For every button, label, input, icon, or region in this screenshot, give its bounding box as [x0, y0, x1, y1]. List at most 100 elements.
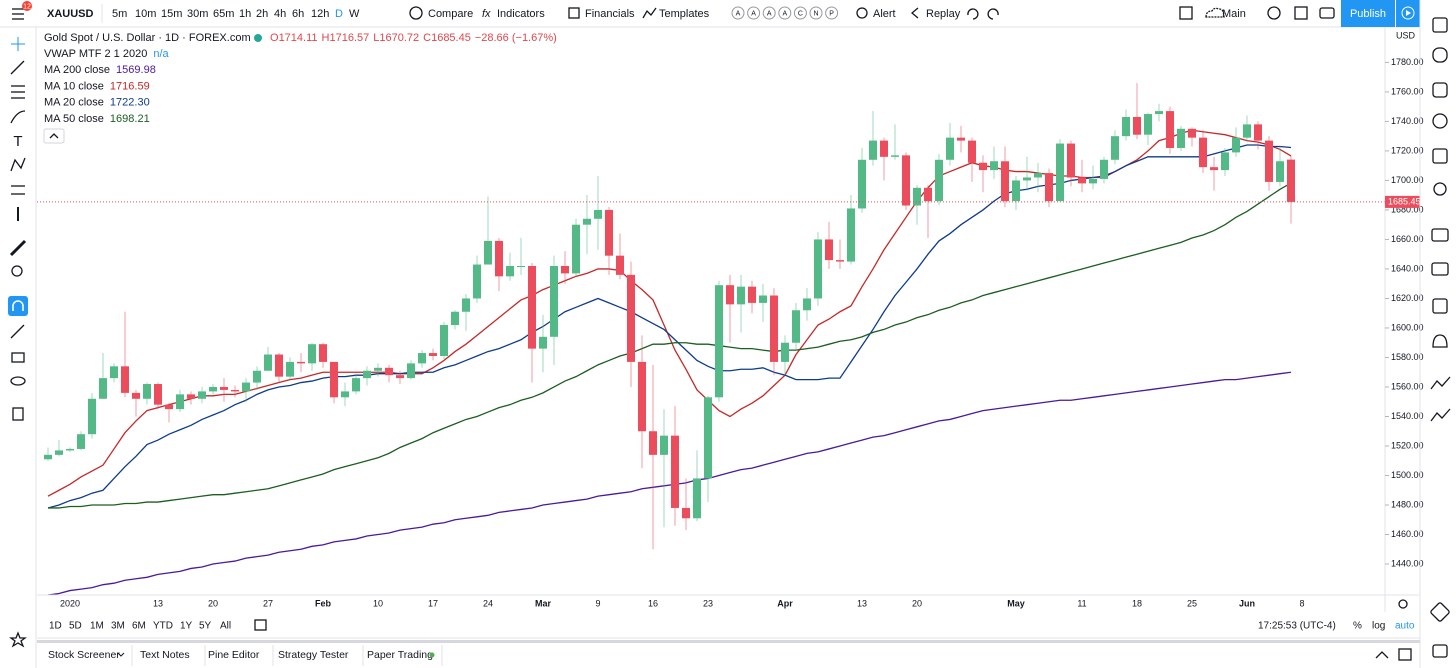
collapse-panel[interactable]	[1375, 651, 1389, 659]
snapshot-button[interactable]	[1319, 7, 1335, 19]
candle-body	[814, 239, 822, 299]
menu-button[interactable]: 12	[12, 1, 32, 20]
letter-circle[interactable]	[747, 6, 761, 20]
interval[interactable]: 5m	[112, 8, 127, 20]
replay-button[interactable]: Replay	[910, 7, 961, 20]
letter-circle[interactable]	[809, 6, 823, 20]
range-button[interactable]: 5Y	[199, 621, 212, 632]
range-button[interactable]: 5D	[69, 621, 82, 632]
letter-circle[interactable]	[793, 6, 807, 20]
letter-circle[interactable]	[731, 6, 745, 20]
right-sidebar[interactable]	[1430, 17, 1451, 658]
interval[interactable]: 10m	[135, 8, 156, 20]
ohlc-value: 1670.72	[379, 32, 419, 44]
layout-label: Main	[1222, 8, 1246, 20]
x-tick-label: 27	[263, 598, 273, 608]
interval[interactable]: 15m	[161, 8, 182, 20]
ma-line	[47, 129, 1292, 497]
templates-button[interactable]: Templates	[642, 7, 710, 20]
panel-tab[interactable]: Strategy Tester	[278, 649, 349, 661]
drawing-tools[interactable]: T	[8, 37, 28, 648]
interval[interactable]: 65m	[213, 8, 234, 20]
interval[interactable]: 1h	[239, 8, 251, 20]
legend-title-line: Gold Spot / U.S. Dollar · 1D · FOREX.com	[44, 32, 251, 44]
interval[interactable]: 12h	[311, 8, 329, 20]
axis-settings[interactable]	[1398, 599, 1408, 609]
candle-body	[946, 137, 954, 160]
interval[interactable]: D	[335, 8, 343, 20]
candle-body	[253, 370, 261, 383]
candle-body	[627, 274, 635, 362]
y-tick-label: 1500.00	[1391, 470, 1424, 480]
range-button[interactable]: 1Y	[180, 621, 193, 632]
indicators-button[interactable]: fx Indicators	[482, 8, 545, 20]
candle-body	[55, 450, 63, 455]
ohlc-key: L	[373, 32, 379, 44]
y-tick-label: 1700.00	[1391, 175, 1424, 185]
ma-legend-row: MA 10 close 1716.59	[44, 80, 150, 92]
maximize-button[interactable]	[1294, 6, 1308, 20]
candle-body	[110, 366, 118, 379]
y-tick-label: 1540.00	[1391, 411, 1424, 421]
range-button[interactable]: YTD	[153, 621, 173, 632]
interval[interactable]: 2h	[256, 8, 268, 20]
candle-body	[231, 389, 239, 392]
publish-button[interactable]: Publish	[1341, 0, 1395, 27]
stream-button[interactable]	[1396, 0, 1420, 27]
interval[interactable]: 6h	[292, 8, 304, 20]
percent-toggle[interactable]: %	[1353, 621, 1362, 632]
replay-label: Replay	[926, 8, 961, 20]
range-button[interactable]: All	[220, 621, 231, 632]
financials-button[interactable]: Financials	[568, 7, 635, 20]
interval[interactable]: 30m	[187, 8, 208, 20]
undo-redo[interactable]	[967, 8, 999, 20]
range-button[interactable]: 1D	[49, 621, 62, 632]
candle-body	[1287, 159, 1295, 202]
range-button[interactable]: 1M	[90, 621, 104, 632]
last-price-tag	[1385, 195, 1420, 208]
bottom-bar: 1D 5D 1M 3M 6M YTD 1Y 5Y All 17:25:53 (UTC-4)% log…	[48, 621, 1415, 666]
panel-tab[interactable]: Pine Editor	[208, 649, 260, 661]
screener-dropdown[interactable]	[117, 652, 125, 657]
layout-button[interactable]: Main	[1205, 7, 1246, 20]
ma-legend-value: 1569.98	[116, 64, 156, 76]
x-tick-label: 20	[208, 598, 218, 608]
y-tick-label: 1620.00	[1391, 293, 1424, 303]
letter-circle[interactable]	[778, 6, 792, 20]
auto-toggle[interactable]: auto	[1395, 621, 1415, 632]
alert-button[interactable]: Alert	[856, 7, 896, 20]
candle-body	[902, 155, 910, 206]
compare-button[interactable]: Compare	[409, 6, 473, 20]
symbol[interactable]: XAUUSD	[47, 8, 94, 20]
candle-body	[825, 239, 833, 261]
candle-body	[913, 187, 921, 206]
letter-circle[interactable]	[762, 6, 776, 20]
goto-date[interactable]	[254, 619, 267, 631]
panel-tab[interactable]: Text Notes	[140, 649, 190, 661]
interval[interactable]: W	[349, 8, 360, 20]
candle-body	[869, 140, 877, 160]
y-tick-label: 1600.00	[1391, 322, 1424, 332]
candle-body	[1188, 128, 1196, 138]
collapse-legend[interactable]	[43, 128, 65, 144]
x-tick-label: 20	[912, 598, 922, 608]
settings-button[interactable]	[1267, 6, 1281, 20]
maximize-panel[interactable]	[1398, 648, 1412, 661]
candle-body	[1056, 143, 1064, 202]
ohlc-value: 1714.11	[279, 32, 318, 44]
interval[interactable]: 4h	[274, 8, 286, 20]
panel-tab[interactable]: Stock Screener	[48, 649, 120, 661]
range-button[interactable]: 3M	[111, 621, 125, 632]
log-toggle[interactable]: log	[1372, 621, 1385, 632]
ohlc-change: −28.66 (−1.67%)	[475, 32, 557, 44]
ma-line	[47, 371, 1292, 595]
range-button[interactable]: 6M	[132, 621, 146, 632]
letter-circle[interactable]	[825, 6, 839, 20]
candle-body	[1232, 137, 1240, 153]
candle-body	[660, 435, 668, 455]
panel-tab[interactable]: Paper Trading	[367, 649, 433, 661]
candle-body	[979, 162, 987, 171]
template-letter: P	[829, 10, 834, 17]
fullscreen-toggle[interactable]	[1179, 6, 1193, 20]
